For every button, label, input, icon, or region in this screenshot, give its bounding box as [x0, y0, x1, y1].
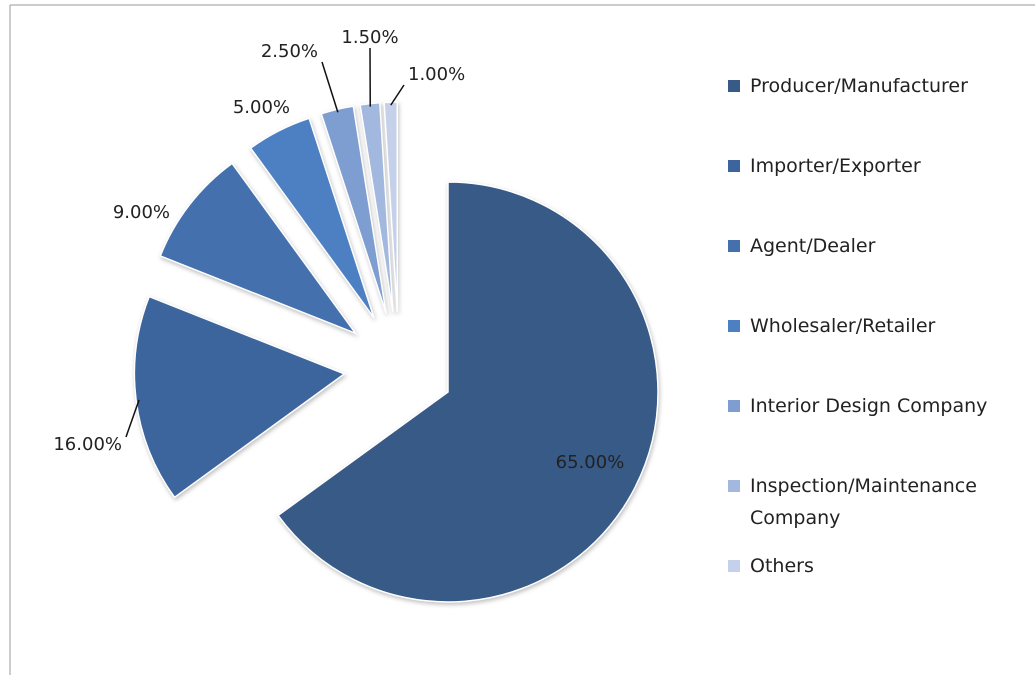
legend-label: Inspection/Maintenance Company	[750, 475, 977, 529]
data-label: 1.00%	[408, 64, 465, 85]
data-label: 2.50%	[261, 41, 318, 62]
legend-swatch	[728, 240, 740, 252]
pie-slice	[277, 181, 659, 603]
pie-slice	[383, 101, 399, 313]
legend-item: Others	[726, 550, 1026, 582]
legend-label: Importer/Exporter	[750, 155, 921, 177]
leader-line	[321, 61, 339, 113]
leader-line	[125, 399, 140, 438]
legend-label: Interior Design Company	[750, 395, 988, 417]
pie-slice	[133, 295, 346, 499]
legend-item: Producer/Manufacturer	[726, 70, 1026, 102]
legend-item: Importer/Exporter	[726, 150, 1026, 182]
leader-line	[390, 84, 405, 106]
legend-label: Producer/Manufacturer	[750, 75, 968, 97]
legend-item: Wholesaler/Retailer	[726, 310, 1026, 342]
legend-label: Others	[750, 555, 814, 577]
pie-slice	[249, 117, 375, 319]
legend-swatch	[728, 480, 740, 492]
pie-slice	[159, 162, 358, 335]
legend: Producer/Manufacturer Importer/Exporter Ag…	[726, 70, 1026, 582]
legend-item: Agent/Dealer	[726, 230, 1026, 262]
legend-label: Wholesaler/Retailer	[750, 315, 936, 337]
legend-swatch	[728, 560, 740, 572]
data-label: 1.50%	[341, 27, 398, 48]
legend-swatch	[728, 400, 740, 412]
data-label: 16.00%	[53, 434, 122, 455]
legend-swatch	[728, 80, 740, 92]
legend-swatch	[728, 160, 740, 172]
legend-label: Agent/Dealer	[750, 235, 876, 257]
data-label: 9.00%	[113, 202, 170, 223]
data-label: 5.00%	[233, 97, 290, 118]
data-label: 65.00%	[556, 452, 625, 473]
legend-item: Inspection/Maintenance Company	[726, 470, 1026, 534]
legend-item: Interior Design Company	[726, 390, 1026, 422]
legend-swatch	[728, 320, 740, 332]
